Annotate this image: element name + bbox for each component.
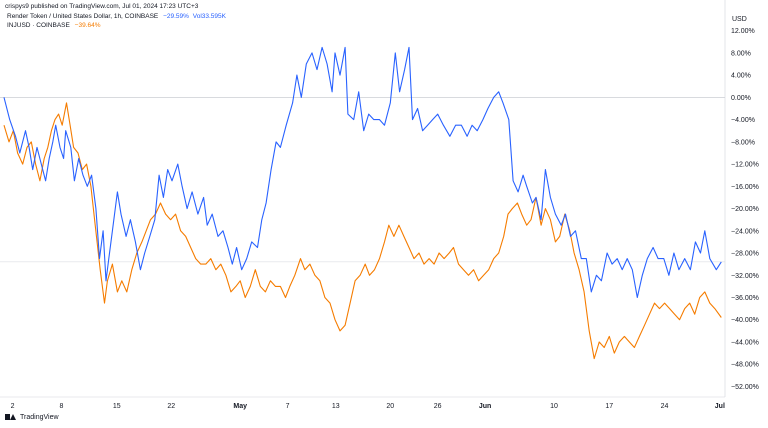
series-line-inj (3, 102, 722, 360)
legend-primary-volume: Vol33.595K (192, 13, 226, 20)
x-tick-label: 13 (332, 403, 340, 410)
x-tick-label: 8 (59, 403, 63, 410)
publish-info: crispys9 published on TradingView.com, J… (5, 3, 199, 10)
y-tick-label: −40.00% (731, 317, 759, 324)
y-tick-label: −8.00% (731, 139, 755, 146)
x-tick-label: 22 (167, 403, 175, 410)
legend-primary-label: Render Token / United States Dollar, 1h,… (7, 13, 159, 20)
x-tick-label: 10 (550, 403, 558, 410)
x-tick-label: 15 (113, 403, 121, 410)
footer-brand-label: TradingView (20, 413, 59, 421)
y-tick-label: 0.00% (731, 95, 751, 102)
x-tick-label: 24 (661, 403, 669, 410)
y-tick-label: −32.00% (731, 273, 759, 280)
y-tick-label: −36.00% (731, 295, 759, 302)
series-layer (3, 46, 722, 360)
footer-brand[interactable]: TradingView (5, 413, 59, 421)
legend-secondary-change: −39.64% (74, 22, 101, 29)
y-tick-label: −24.00% (731, 228, 759, 235)
x-tick-label: 20 (386, 403, 394, 410)
y-axis-ticks: 12.00% 8.00% 4.00% 0.00% −4.00% −8.00% −12.00%… (731, 28, 759, 391)
x-tick-label: 26 (434, 403, 442, 410)
tradingview-logo-icon (5, 413, 17, 421)
x-tick-label: May (233, 403, 247, 410)
x-tick-label: 17 (605, 403, 613, 410)
y-tick-label: −52.00% (731, 384, 759, 391)
x-tick-label: 7 (286, 403, 290, 410)
series-line-rndr (3, 46, 722, 299)
legend-primary-volume-label: Vol33.595K (193, 13, 226, 20)
y-tick-label: −4.00% (731, 117, 755, 124)
y-tick-label: −44.00% (731, 339, 759, 346)
legend-primary[interactable]: Render Token / United States Dollar, 1h,… (7, 13, 226, 20)
y-tick-label: −48.00% (731, 362, 759, 369)
x-axis-ticks: 2 8 15 22 May 7 13 20 26 Jun 10 17 24 Jul (11, 403, 725, 410)
y-axis-currency: USD (732, 16, 747, 23)
y-tick-label: 4.00% (731, 73, 751, 80)
y-tick-label: −16.00% (731, 184, 759, 191)
y-tick-label: 12.00% (731, 28, 755, 35)
legend-secondary[interactable]: INJUSD · COINBASE −39.64% (7, 22, 101, 29)
x-tick-label: 2 (11, 403, 15, 410)
legend-primary-change: −29.59% (163, 13, 189, 20)
legend-secondary-label: INJUSD · COINBASE (7, 22, 70, 29)
y-tick-label: −12.00% (731, 162, 759, 169)
y-tick-label: 8.00% (731, 50, 751, 57)
y-tick-label: −20.00% (731, 206, 759, 213)
x-tick-label: Jun (479, 403, 491, 410)
x-tick-label: Jul (715, 403, 725, 410)
y-tick-label: −28.00% (731, 251, 759, 258)
